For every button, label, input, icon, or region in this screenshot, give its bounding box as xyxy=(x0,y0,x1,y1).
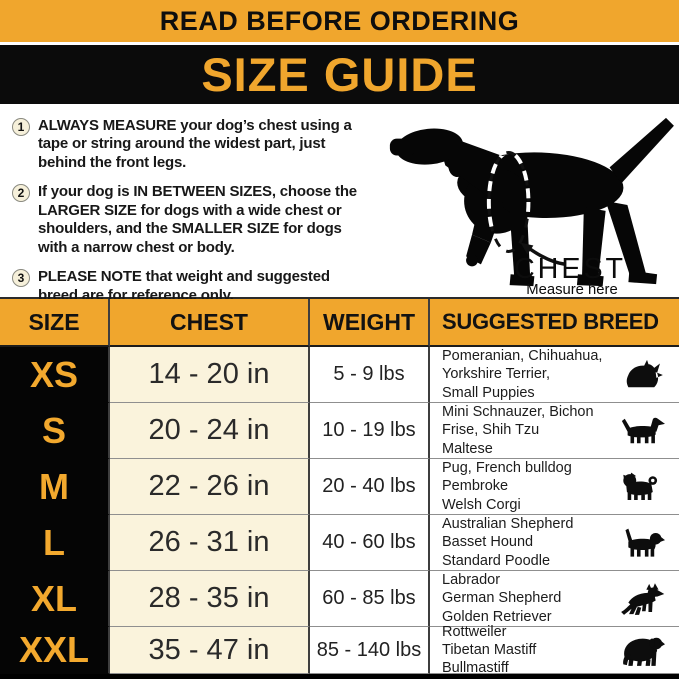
breed-line: Golden Retriever xyxy=(442,608,552,625)
size-guide-banner: SIZE GUIDE xyxy=(0,45,679,104)
header-breed: SUGGESTED BREED xyxy=(430,299,679,347)
header-chest: CHEST xyxy=(110,299,310,347)
weight-range: 40 - 60 lbs xyxy=(310,515,430,571)
table-row-xxl: XXL 35 - 47 in 85 - 140 lbs Rottweiler T… xyxy=(0,624,679,676)
instruction-2: 2 If your dog is IN BETWEEN SIZES, choos… xyxy=(12,183,370,257)
table-row-l: L 26 - 31 in 40 - 60 lbs Australian Shep… xyxy=(0,515,679,571)
table-row-m: M 22 - 26 in 20 - 40 lbs Pug, French bul… xyxy=(0,459,679,515)
measure-here-label: Measure here xyxy=(526,282,618,298)
step-1-badge: 1 xyxy=(12,118,30,136)
size-label: XS xyxy=(0,347,110,403)
breed-line: Pembroke xyxy=(442,478,509,495)
breed-list: Australian Shepherd Basset Hound Standar… xyxy=(442,515,573,570)
mastiff-icon xyxy=(619,633,665,667)
instruction-list: 1 ALWAYS MEASURE your dog’s chest using … xyxy=(0,104,370,304)
breed-line: Pug, French bulldog xyxy=(442,460,572,477)
chest-range: 26 - 31 in xyxy=(110,515,310,571)
breed-list: Rottweiler Tibetan Mastiff Bullmastiff xyxy=(442,623,536,678)
table-row-xs: XS 14 - 20 in 5 - 9 lbs Pomeranian, Chih… xyxy=(0,347,679,403)
size-label: M xyxy=(0,459,110,515)
breed-cell: Labrador German Shepherd Golden Retrieve… xyxy=(430,571,679,627)
breed-list: Pug, French bulldog Pembroke Welsh Corgi xyxy=(442,459,572,514)
read-before-ordering-banner: READ BEFORE ORDERING xyxy=(0,0,679,42)
bottom-border-bar xyxy=(0,674,679,679)
weight-range: 10 - 19 lbs xyxy=(310,403,430,459)
table-row-xl: XL 28 - 35 in 60 - 85 lbs Labrador Germa… xyxy=(0,571,679,627)
banner-divider xyxy=(0,42,679,45)
step-2-badge: 2 xyxy=(12,184,30,203)
yorkshire-terrier-icon xyxy=(619,358,665,392)
chest-range: 20 - 24 in xyxy=(110,403,310,459)
dog-body xyxy=(389,117,674,287)
size-label: XL xyxy=(0,571,110,627)
breed-cell: Rottweiler Tibetan Mastiff Bullmastiff xyxy=(430,624,679,676)
chest-range: 22 - 26 in xyxy=(110,459,310,515)
weight-range: 5 - 9 lbs xyxy=(310,347,430,403)
chest-range: 14 - 20 in xyxy=(110,347,310,403)
breed-line: Australian Shepherd xyxy=(442,516,574,533)
breed-line: Pomeranian, Chihuahua, xyxy=(442,348,603,365)
dog-silhouette-icon: CHEST Measure here xyxy=(389,117,674,298)
breed-line: Welsh Corgi xyxy=(442,496,521,513)
page-title: SIZE GUIDE xyxy=(201,48,478,101)
breed-cell: Pomeranian, Chihuahua, Yorkshire Terrier… xyxy=(430,347,679,403)
chest-measure-diagram: CHEST Measure here xyxy=(370,104,679,298)
breed-line: Yorkshire Terrier, xyxy=(442,366,550,383)
breed-line: Tibetan Mastiff xyxy=(442,641,537,658)
breed-line: Small Puppies xyxy=(442,384,535,401)
instruction-2-text: If your dog is IN BETWEEN SIZES, choose … xyxy=(38,183,357,256)
header-size: SIZE xyxy=(0,299,110,347)
header-weight: WEIGHT xyxy=(310,299,430,347)
weight-range: 85 - 140 lbs xyxy=(310,627,430,674)
weight-range: 60 - 85 lbs xyxy=(310,571,430,627)
breed-cell: Mini Schnauzer, Bichon Frise, Shih Tzu M… xyxy=(430,403,679,459)
step-3-badge: 3 xyxy=(12,269,30,288)
size-label: L xyxy=(0,515,110,571)
breed-cell: Pug, French bulldog Pembroke Welsh Corgi xyxy=(430,459,679,515)
breed-line: Basset Hound xyxy=(442,534,534,551)
breed-line: Frise, Shih Tzu xyxy=(442,422,540,439)
chest-range: 28 - 35 in xyxy=(110,571,310,627)
breed-cell: Australian Shepherd Basset Hound Standar… xyxy=(430,515,679,571)
breed-line: German Shepherd xyxy=(442,590,562,607)
breed-line: Mini Schnauzer, Bichon xyxy=(442,404,594,421)
size-label: S xyxy=(0,403,110,459)
breed-list: Mini Schnauzer, Bichon Frise, Shih Tzu M… xyxy=(442,403,594,458)
weight-range: 20 - 40 lbs xyxy=(310,459,430,515)
breed-line: Bullmastiff xyxy=(442,660,509,677)
chest-arrowhead-icon xyxy=(520,242,534,255)
dachshund-icon xyxy=(619,414,665,448)
read-before-ordering-text: READ BEFORE ORDERING xyxy=(159,5,520,36)
size-label: XXL xyxy=(0,627,110,674)
breed-list: Pomeranian, Chihuahua, Yorkshire Terrier… xyxy=(442,347,602,402)
breed-line: Labrador xyxy=(442,572,501,589)
instruction-1-text: ALWAYS MEASURE your dog’s chest using a … xyxy=(38,117,352,171)
breed-line: Maltese xyxy=(442,440,493,457)
breed-line: Rottweiler xyxy=(442,623,507,640)
chest-label: CHEST xyxy=(514,253,626,285)
chest-measure-ellipse-highlight xyxy=(486,150,531,234)
table-row-s: S 20 - 24 in 10 - 19 lbs Mini Schnauzer,… xyxy=(0,403,679,459)
chest-range: 35 - 47 in xyxy=(110,627,310,674)
intro-section: 1 ALWAYS MEASURE your dog’s chest using … xyxy=(0,104,679,304)
breed-list: Labrador German Shepherd Golden Retrieve… xyxy=(442,571,561,626)
instruction-1: 1 ALWAYS MEASURE your dog’s chest using … xyxy=(12,117,370,172)
breed-line: Standard Poodle xyxy=(442,552,551,569)
german-shepherd-icon xyxy=(619,582,665,616)
pug-icon xyxy=(619,470,665,504)
table-header-row: SIZE CHEST WEIGHT SUGGESTED BREED xyxy=(0,299,679,347)
basset-hound-icon xyxy=(619,526,665,560)
size-table: SIZE CHEST WEIGHT SUGGESTED BREED XS 14 … xyxy=(0,297,679,679)
